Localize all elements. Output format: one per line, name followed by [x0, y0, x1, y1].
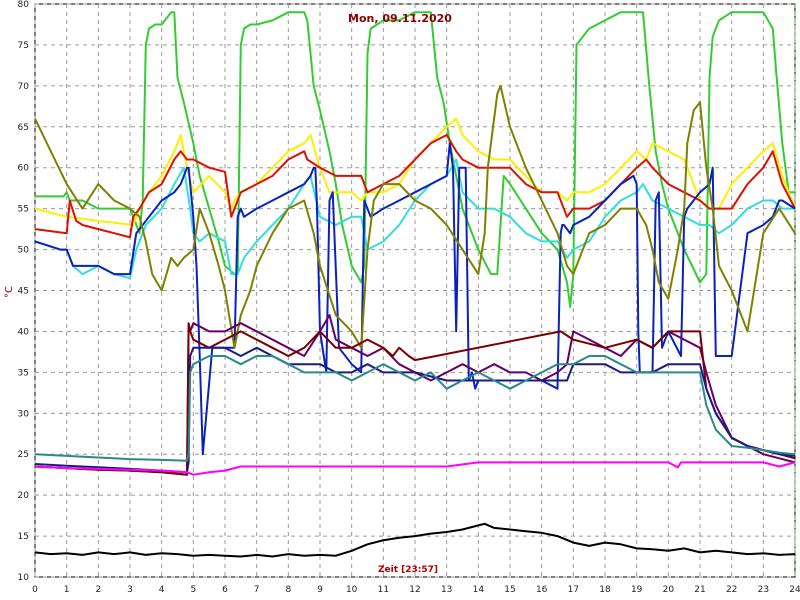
y-tick-label: 75	[18, 41, 29, 51]
y-tick-label: 65	[18, 123, 29, 133]
x-tick-label: 0	[32, 585, 38, 595]
x-tick-label: 22	[726, 585, 737, 595]
x-tick-label: 21	[694, 585, 705, 595]
y-tick-label: 40	[18, 327, 30, 337]
y-axis-label: °C	[4, 286, 15, 298]
x-tick-label: 20	[663, 585, 675, 595]
x-tick-label: 24	[789, 585, 800, 595]
series-line	[34, 522, 796, 558]
y-tick-label: 60	[18, 164, 30, 174]
series-line	[34, 84, 796, 349]
y-tick-label: 55	[18, 205, 29, 215]
x-tick-label: 7	[254, 585, 260, 595]
x-tick-label: 3	[127, 585, 133, 595]
series-line	[34, 346, 796, 474]
y-tick-label: 25	[18, 450, 29, 460]
series-line	[34, 158, 795, 280]
y-tick-label: 50	[18, 246, 30, 256]
y-tick-label: 70	[18, 82, 30, 92]
x-tick-label: 2	[95, 585, 101, 595]
x-tick-label: 6	[222, 585, 228, 595]
y-tick-label: 80	[18, 0, 30, 10]
x-tick-label: 23	[758, 585, 769, 595]
series-line	[34, 322, 796, 476]
y-tick-label: 10	[18, 573, 30, 583]
x-tick-label: 9	[317, 585, 323, 595]
x-tick-label: 19	[631, 585, 643, 595]
y-tick-label: 20	[18, 491, 30, 501]
y-tick-label: 30	[18, 409, 30, 419]
chart-title: Mon, 09.11.2020	[348, 12, 452, 25]
y-tick-label: 45	[18, 287, 29, 297]
series-line	[34, 314, 796, 476]
x-tick-label: 17	[568, 585, 579, 595]
x-tick-label: 11	[378, 585, 389, 595]
series-line	[34, 142, 796, 456]
x-tick-label: 13	[441, 585, 452, 595]
series-line	[34, 461, 796, 476]
x-tick-label: 1	[64, 585, 70, 595]
series-group	[34, 11, 796, 558]
y-tick-label: 15	[18, 532, 29, 542]
x-tick-label: 8	[285, 585, 291, 595]
x-tick-label: 10	[346, 585, 358, 595]
x-tick-label: 4	[159, 585, 165, 595]
x-tick-label: 18	[599, 585, 611, 595]
x-axis-label: Zeit [23:57]	[378, 565, 438, 575]
x-tick-label: 15	[504, 585, 515, 595]
series-line	[34, 355, 796, 462]
x-tick-label: 16	[536, 585, 548, 595]
x-tick-label: 5	[190, 585, 196, 595]
x-tick-label: 14	[473, 585, 485, 595]
y-tick-label: 35	[18, 368, 29, 378]
x-tick-label: 12	[409, 585, 420, 595]
